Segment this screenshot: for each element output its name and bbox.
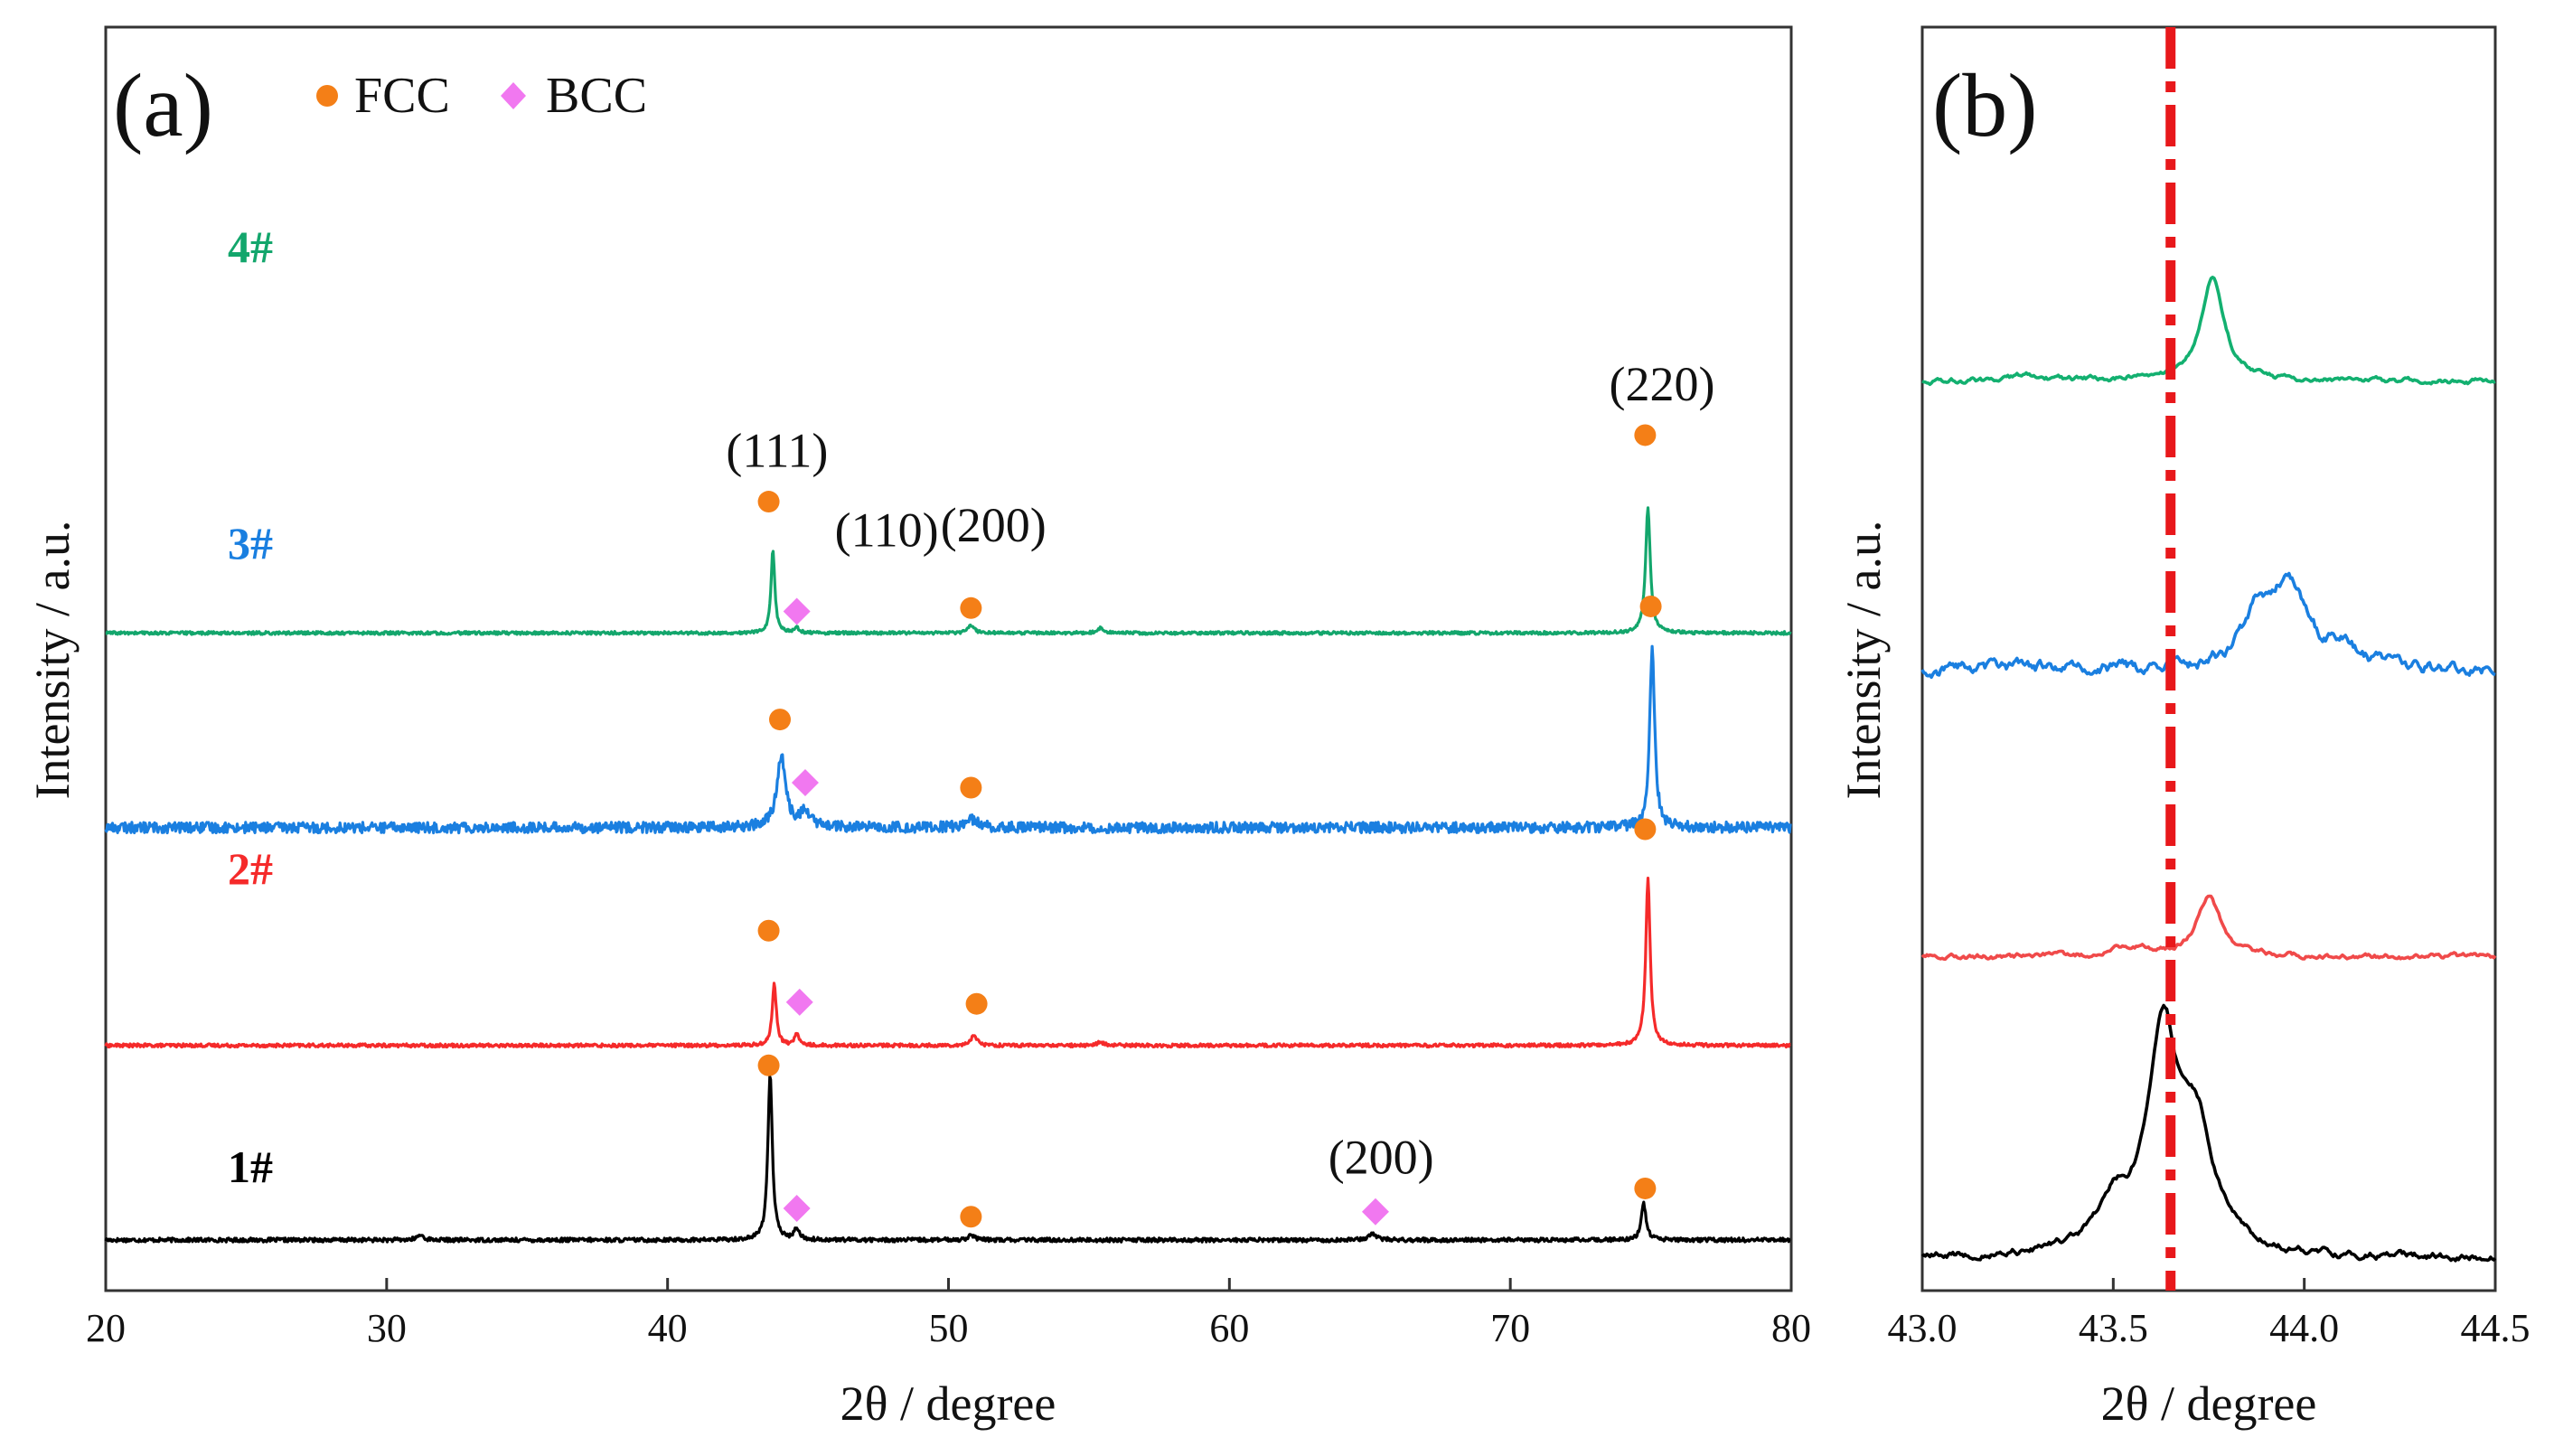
bcc-marker	[791, 769, 819, 796]
sample-label-1#: 1#	[228, 1141, 273, 1192]
panel-a-sample-labels: 1# 2# 3# 4#	[228, 221, 273, 1192]
panel-b-x-tick-label: 43.5	[2079, 1306, 2148, 1350]
sample-label-2#: 2#	[228, 843, 273, 894]
zoom-series-line-2#	[1920, 894, 2497, 962]
fcc-marker	[1634, 1177, 1657, 1199]
panel-b-x-tick-label: 44.0	[2269, 1306, 2339, 1350]
panel-a-x-ticks: 20 30 40 50 60 70 80	[86, 1278, 1811, 1350]
panel-a-x-tick-label: 20	[86, 1306, 126, 1350]
plane-label: (110)	[835, 503, 939, 558]
panel-a-x-tick-label: 30	[367, 1306, 407, 1350]
zoom-series-line-4#	[1921, 275, 2496, 387]
panel-a-series	[104, 506, 1792, 1244]
panel-b-x-tick-label: 44.5	[2461, 1306, 2531, 1350]
panel-a-phase-markers	[757, 424, 1662, 1228]
bcc-marker	[1361, 1198, 1389, 1226]
fcc-marker	[1639, 595, 1662, 617]
zoom-series-line-1#	[1920, 1003, 2497, 1263]
plane-label: (220)	[1610, 357, 1715, 411]
legend-bcc-label: BCC	[546, 68, 647, 124]
bcc-marker	[783, 1195, 811, 1223]
fcc-marker	[757, 919, 780, 942]
series-line-3#	[104, 644, 1792, 835]
panel-b-y-axis-title: Intensity / a.u.	[1836, 521, 1891, 800]
series-line-2#	[104, 876, 1791, 1049]
series-line-1#	[104, 1075, 1791, 1244]
legend-fcc-marker	[316, 85, 338, 107]
panel-a: 20 30 40 50 60 70 80 (200)(111)(110) (200)(220)…	[25, 25, 1811, 1431]
sample-label-4#: 4#	[228, 221, 273, 272]
legend: FCC BCC	[316, 68, 647, 124]
panel-b-x-ticks: 43.0 43.5 44.0 44.5	[1888, 1278, 2531, 1350]
panel-a-frame	[104, 25, 1793, 1292]
plane-label: (200)	[941, 498, 1047, 552]
fcc-marker	[757, 1054, 780, 1076]
panel-a-label: (a)	[113, 55, 213, 155]
fcc-marker	[960, 776, 982, 799]
panel-a-x-tick-label: 60	[1209, 1306, 1249, 1350]
series-line-4#	[105, 506, 1792, 636]
fcc-marker	[1634, 424, 1657, 446]
panel-a-x-axis-title: 2θ / degree	[840, 1376, 1056, 1431]
fcc-marker	[965, 992, 988, 1015]
sample-label-3#: 3#	[228, 518, 273, 568]
plane-label: (200)	[1329, 1130, 1434, 1184]
panel-a-x-tick-label: 70	[1490, 1306, 1530, 1350]
fcc-marker	[1634, 818, 1657, 841]
bcc-marker	[783, 597, 811, 625]
panel-b-label: (b)	[1932, 55, 2038, 155]
panel-b-series	[1920, 275, 2497, 1263]
panel-b: 43.0 43.5 44.0 44.5 (b) 2θ / degree Intensi…	[1836, 25, 2531, 1431]
fcc-marker	[769, 709, 791, 731]
panel-a-y-axis-title: Intensity / a.u.	[25, 521, 80, 800]
panel-a-plane-labels: (200)(111)(110) (200)(220)	[726, 357, 1714, 1185]
fcc-marker	[757, 491, 780, 513]
legend-bcc-marker	[501, 82, 526, 109]
fcc-marker	[960, 1206, 982, 1228]
bcc-marker	[785, 988, 813, 1016]
zoom-series-line-3#	[1920, 571, 2496, 680]
legend-fcc-label: FCC	[354, 68, 450, 124]
panel-a-x-tick-label: 80	[1771, 1306, 1811, 1350]
panel-b-x-axis-title: 2θ / degree	[2101, 1376, 2317, 1431]
panel-a-x-tick-label: 40	[648, 1306, 688, 1350]
panel-a-x-tick-label: 50	[929, 1306, 969, 1350]
panel-b-x-tick-label: 43.0	[1888, 1306, 1958, 1350]
panel-b-frame	[1920, 25, 2497, 1292]
fcc-marker	[960, 596, 982, 619]
plane-label: (111)	[726, 423, 828, 477]
